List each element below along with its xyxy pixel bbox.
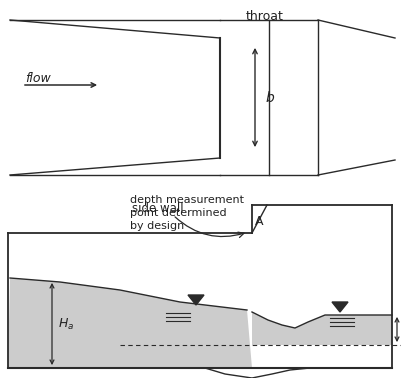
Text: $H_a$: $H_a$ xyxy=(58,316,74,332)
Text: flow: flow xyxy=(25,71,51,85)
Text: b: b xyxy=(265,90,274,104)
Text: $H_b$: $H_b$ xyxy=(400,322,401,337)
Text: throat: throat xyxy=(246,10,284,23)
Text: depth measurement
point determined
by design: depth measurement point determined by de… xyxy=(130,195,244,231)
Text: side wall: side wall xyxy=(132,202,184,215)
Polygon shape xyxy=(332,302,348,312)
Polygon shape xyxy=(252,312,392,368)
Polygon shape xyxy=(188,295,204,305)
Polygon shape xyxy=(8,278,252,368)
Polygon shape xyxy=(8,368,392,378)
Text: A: A xyxy=(255,215,263,228)
